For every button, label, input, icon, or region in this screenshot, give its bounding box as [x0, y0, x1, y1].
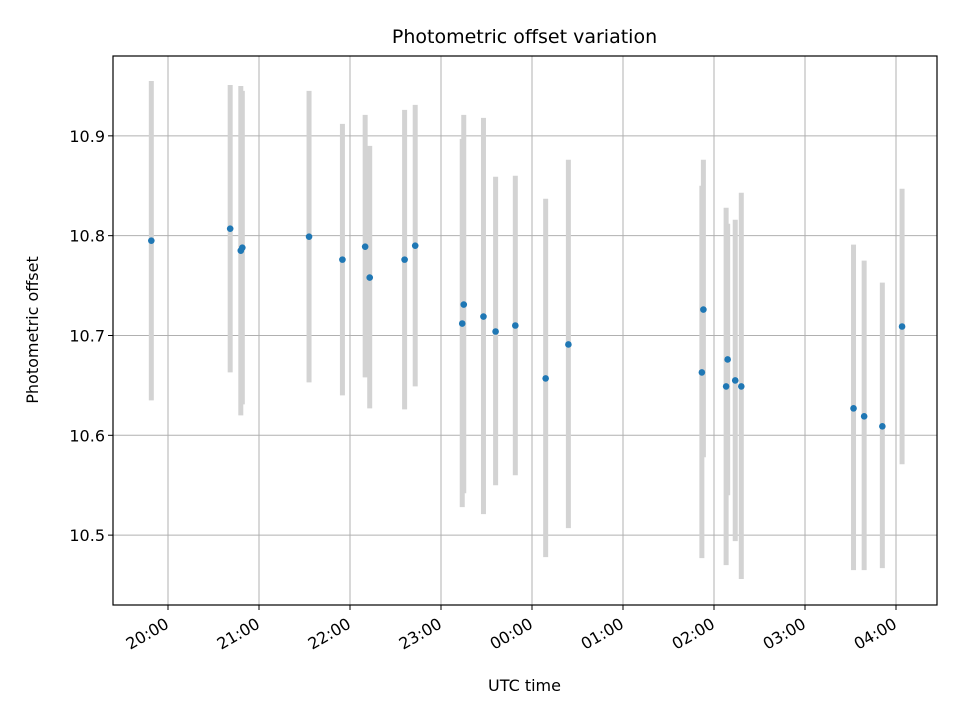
data-point	[565, 341, 572, 348]
y-tick-label: 10.6	[69, 426, 105, 445]
y-tick-label: 10.9	[69, 127, 105, 146]
data-point	[542, 375, 549, 382]
chart-title: Photometric offset variation	[392, 26, 657, 48]
data-point	[724, 356, 731, 363]
data-point	[738, 383, 745, 390]
data-point	[460, 301, 468, 308]
data-point	[731, 377, 739, 384]
data-point	[492, 328, 499, 335]
data-point	[879, 423, 886, 430]
data-point	[480, 313, 487, 320]
y-axis-label: Photometric offset	[23, 256, 42, 404]
data-point	[366, 274, 374, 281]
data-points	[148, 225, 906, 430]
data-point	[700, 306, 707, 313]
data-point	[722, 383, 730, 390]
y-axis: 10.5 10.6 10.7 10.8 10.9	[69, 127, 113, 545]
data-point	[148, 237, 155, 244]
y-tick-label: 10.7	[69, 326, 105, 345]
y-tick-label: 10.8	[69, 227, 105, 246]
y-tick-label: 10.5	[69, 526, 105, 545]
data-point	[698, 369, 706, 376]
data-point	[860, 413, 868, 420]
data-point	[850, 405, 857, 412]
data-point	[458, 320, 466, 327]
data-point	[512, 322, 519, 329]
plot-frame	[112, 55, 938, 606]
data-point	[339, 256, 346, 263]
data-point	[898, 323, 906, 330]
x-axis-label: UTC time	[488, 676, 561, 695]
data-point	[305, 233, 313, 240]
grid-lines	[113, 56, 937, 605]
data-point	[361, 243, 369, 250]
data-point	[411, 242, 419, 249]
data-point	[239, 244, 246, 251]
data-point	[401, 256, 408, 263]
data-point	[226, 225, 234, 232]
